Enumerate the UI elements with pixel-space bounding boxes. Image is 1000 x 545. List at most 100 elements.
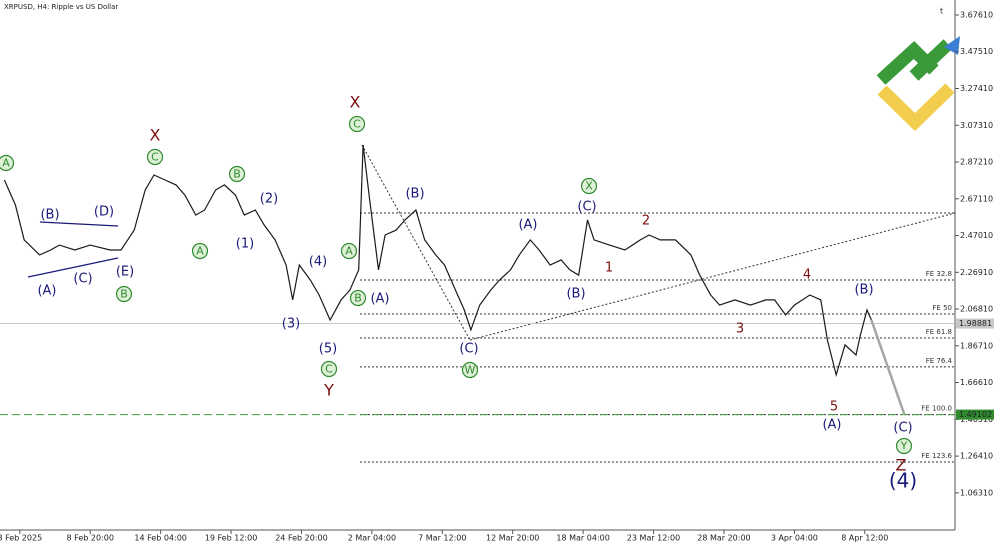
wave-label: (D) [94, 205, 114, 220]
x-tick-label: 7 Mar 12:00 [418, 534, 466, 543]
toolbar-icon[interactable]: t [940, 7, 943, 16]
wave-circle [146, 148, 164, 166]
wave-label: (1) [236, 237, 254, 252]
wave-label: C [151, 151, 159, 164]
x-tick-label: 12 Mar 20:00 [486, 534, 539, 543]
price-tag [956, 318, 994, 329]
trendline [39, 221, 119, 227]
y-tick-label: 3.27410 [960, 84, 993, 93]
x-tick-label: 24 Feb 20:00 [275, 534, 327, 543]
fe-level-label: FE 50 [932, 304, 952, 312]
y-tick-label: 1.26410 [960, 452, 993, 461]
y-tick-label: 2.47010 [960, 231, 993, 240]
wave-circle [191, 242, 209, 260]
wave-label: (A) [518, 218, 537, 233]
y-tick-label: 3.67610 [960, 10, 993, 19]
wave-label: 2 [642, 214, 650, 229]
x-tick-label: 19 Feb 12:00 [205, 534, 257, 543]
x-tick-label: 18 Mar 04:00 [556, 534, 609, 543]
wave-label: (C) [459, 342, 478, 357]
fe-level-label: FE 76.4 [926, 357, 953, 365]
wave-label: A [2, 157, 10, 170]
y-tick-label: 3.07310 [960, 121, 993, 130]
y-tick-label: 1.06310 [960, 488, 993, 497]
y-tick-label: 1.66610 [960, 378, 993, 387]
y-tick-label: 2.06810 [960, 305, 993, 314]
wave-label: Y [323, 381, 334, 400]
fe-level-label: FE 100.0 [921, 405, 952, 413]
trendline [27, 257, 119, 278]
wave-label: (C) [893, 421, 912, 436]
wave-circle [348, 115, 366, 133]
wave-label: (B) [40, 208, 59, 223]
wave-label: (5) [319, 342, 337, 357]
x-tick-label: 8 Feb 20:00 [67, 534, 114, 543]
wave-label: Y [900, 440, 908, 453]
wave-label: Z [896, 456, 907, 475]
wave-label: W [465, 364, 476, 377]
wave-circle [115, 285, 133, 303]
fe-level-label: FE 32.8 [926, 270, 952, 278]
wave-label: C [353, 118, 361, 131]
wave-label: B [120, 288, 128, 301]
wave-label: A [345, 245, 353, 258]
wave-label: B [233, 168, 241, 181]
wave-label: (2) [260, 192, 278, 207]
wave-circle [340, 242, 358, 260]
wave-label: X [350, 93, 361, 112]
x-tick-label: 23 Mar 12:00 [627, 534, 680, 543]
wave-label: (B) [854, 283, 873, 298]
wave-label: (4) [889, 469, 917, 493]
logo [876, 36, 960, 132]
wave-label: (B) [566, 287, 585, 302]
x-tick-label: 28 Mar 20:00 [697, 534, 750, 543]
wave-label: A [196, 245, 204, 258]
wave-label: (C) [73, 272, 92, 287]
y-tick-label: 1.86710 [960, 341, 993, 350]
wave-circle [228, 165, 246, 183]
wave-label: (3) [282, 317, 300, 332]
y-tick-label: 2.67110 [960, 194, 993, 203]
wave-label: C [325, 363, 333, 376]
x-tick-label: 14 Feb 04:00 [134, 534, 186, 543]
wave-label: 5 [830, 400, 838, 415]
chart-title: XRPUSD, H4: Ripple vs US Dollar [4, 3, 118, 11]
y-tick-label: 3.47510 [960, 47, 993, 56]
wave-label: X [585, 180, 593, 193]
x-tick-label: 3 Feb 2025 [0, 534, 42, 543]
y-tick-label: 2.87210 [960, 158, 993, 167]
wave-label: X [150, 126, 161, 145]
target-tag [956, 409, 994, 420]
wave-label: (E) [116, 265, 134, 280]
wave-label: (A) [822, 418, 841, 433]
price-line-series [3, 144, 872, 378]
wave-label: 4 [803, 268, 811, 283]
wave-circle [895, 437, 913, 455]
x-tick-label: 2 Mar 04:00 [348, 534, 396, 543]
wave-circle [580, 177, 598, 195]
fe-level-label: FE 123.6 [921, 452, 952, 460]
x-tick-label: 3 Apr 04:00 [771, 534, 818, 543]
wave-label: (C) [577, 200, 596, 215]
wave-label: 3 [736, 322, 744, 337]
y-tick-label: 2.26910 [960, 268, 993, 277]
guide-line [361, 144, 471, 341]
wave-circle [349, 289, 367, 307]
wave-label: B [354, 292, 362, 305]
wave-label: (A) [37, 284, 56, 299]
wave-circle [320, 360, 338, 378]
wave-label: (4) [309, 255, 327, 270]
fe-level-label: FE 61.8 [926, 328, 952, 336]
wave-label: (A) [370, 292, 389, 307]
price-tag-label: 1.98881 [959, 319, 992, 328]
wave-circle [461, 361, 479, 379]
wave-label: 1 [605, 261, 613, 276]
guide-line [469, 212, 956, 341]
wave-label: (B) [405, 187, 424, 202]
projection-line [870, 319, 906, 416]
wave-circle [0, 154, 15, 172]
x-tick-label: 8 Apr 12:00 [841, 534, 888, 543]
